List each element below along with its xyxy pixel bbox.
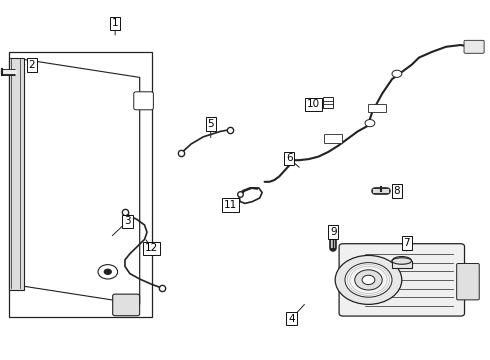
Text: 3: 3 (124, 216, 131, 226)
Text: 11: 11 (223, 200, 237, 210)
Text: 7: 7 (403, 238, 410, 248)
Text: 1: 1 (112, 18, 119, 28)
Bar (323, 97, 333, 108)
FancyBboxPatch shape (113, 294, 140, 316)
Text: 12: 12 (145, 243, 159, 253)
Ellipse shape (392, 258, 412, 264)
Ellipse shape (392, 256, 412, 265)
FancyBboxPatch shape (457, 264, 479, 300)
Text: 8: 8 (393, 186, 400, 196)
Bar (324, 134, 342, 143)
Circle shape (104, 269, 111, 274)
FancyBboxPatch shape (134, 92, 153, 110)
Circle shape (98, 265, 118, 279)
Text: 2: 2 (28, 60, 35, 70)
Polygon shape (24, 59, 140, 304)
Circle shape (345, 263, 392, 297)
Circle shape (362, 275, 375, 284)
Bar (392, 261, 412, 268)
Circle shape (355, 270, 382, 290)
Polygon shape (9, 52, 152, 317)
Bar (9, 58, 24, 290)
FancyBboxPatch shape (464, 40, 484, 53)
Bar (368, 104, 386, 112)
Text: 4: 4 (288, 314, 295, 324)
Circle shape (392, 70, 402, 77)
Text: 5: 5 (207, 119, 214, 129)
Circle shape (335, 256, 402, 305)
Text: 6: 6 (286, 153, 293, 163)
Text: 9: 9 (330, 227, 337, 237)
Text: 10: 10 (307, 99, 320, 109)
Circle shape (365, 120, 375, 127)
FancyBboxPatch shape (339, 244, 465, 316)
